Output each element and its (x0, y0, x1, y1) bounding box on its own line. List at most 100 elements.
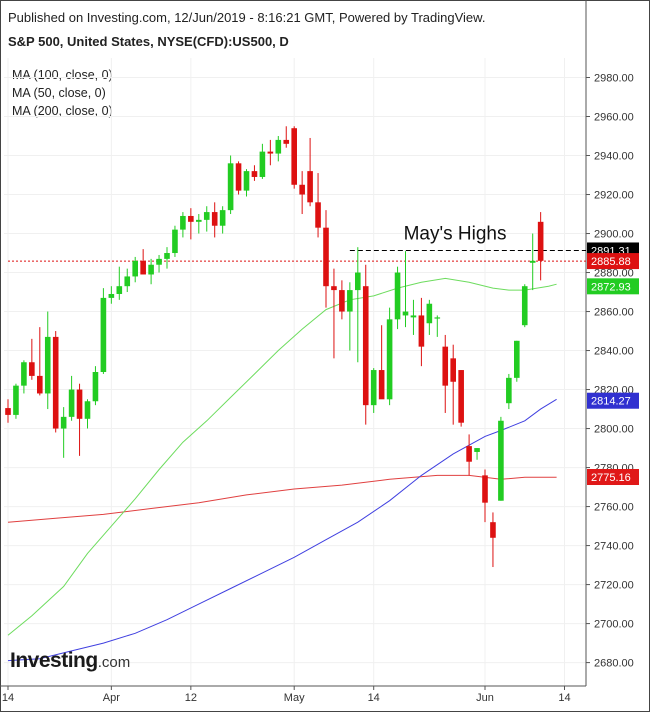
candle-body (124, 276, 131, 287)
candle-body (529, 260, 536, 263)
candle-body (180, 215, 186, 230)
x-tick-label: 12 (185, 692, 197, 704)
candle-body (506, 377, 512, 404)
candle-body (196, 219, 202, 222)
candle-body (219, 210, 226, 226)
annotation-mays-highs: May's Highs (404, 224, 507, 245)
price-tag-bg (587, 392, 639, 409)
y-tick-label: 2840.00 (594, 346, 634, 358)
reference-tag: 2891.31 (591, 245, 631, 257)
candle-body (394, 272, 401, 320)
legend-ma100: MA (100, close, 0) (12, 68, 113, 82)
candle-body (267, 151, 274, 154)
y-tick-label: 2800.00 (594, 424, 634, 436)
candle-body (355, 272, 361, 291)
y-tick-label: 2880.00 (594, 268, 634, 280)
y-tick-label: 2700.00 (594, 619, 634, 631)
candle-body (156, 258, 162, 265)
candle-body (490, 522, 496, 538)
candle-body (378, 370, 385, 400)
candle-body (283, 139, 290, 144)
symbol-title: S&P 500, United States, NYSE(CFD):US500,… (8, 34, 289, 49)
logo-suffix: .com (97, 654, 131, 671)
candle-body (5, 408, 11, 415)
candle-body (315, 202, 321, 228)
investing-logo: Investing.com (10, 649, 130, 673)
y-tick-label: 2760.00 (594, 502, 634, 514)
candle-body (164, 253, 170, 259)
candle-body (442, 346, 449, 386)
published-line: Published on Investing.com, 12/Jun/2019 … (8, 10, 486, 25)
candle-body (52, 336, 59, 429)
y-tick-label: 2940.00 (594, 151, 634, 163)
x-tick-label: 14 (558, 692, 570, 704)
candle-body (188, 215, 194, 222)
candle-body (466, 446, 472, 462)
candle-body (172, 229, 178, 254)
candle-body (426, 303, 433, 324)
price-tag: 2775.16 (591, 472, 631, 484)
candle-body (148, 264, 154, 275)
candle-body (203, 212, 210, 220)
candle-body (68, 389, 75, 417)
candle-body (227, 163, 234, 211)
candle-body (275, 139, 282, 154)
y-tick-label: 2740.00 (594, 541, 634, 553)
candle-body (331, 286, 337, 291)
y-tick-label: 2680.00 (594, 658, 634, 670)
candle-body (386, 319, 393, 400)
candle-body (410, 315, 417, 318)
price-tag-bg (587, 278, 639, 295)
x-tick-labels: 14 Apr 12 May 14 Jun 14 (2, 686, 571, 704)
candle-body (450, 358, 456, 382)
candle-body (37, 375, 43, 394)
candle-body (60, 416, 67, 429)
candle-body (243, 171, 250, 191)
candle-body (458, 370, 464, 423)
candle-body (259, 151, 266, 177)
candle-body (76, 389, 83, 419)
price-tag-bg (587, 469, 639, 486)
price-tag: 2872.93 (591, 281, 631, 293)
ma50-line (7, 277, 557, 636)
candle-body (307, 171, 313, 203)
candle-body (116, 286, 123, 294)
candle-body (84, 401, 91, 419)
candles (5, 126, 544, 568)
candle-body (235, 163, 242, 191)
candle-body (211, 212, 218, 226)
candle-body (100, 297, 107, 372)
legend-ma50: MA (50, close, 0) (12, 86, 106, 100)
y-tick-label: 2980.00 (594, 73, 634, 85)
legend-ma200: MA (200, close, 0) (12, 104, 113, 118)
candle-body (402, 311, 409, 316)
candle-body (498, 420, 504, 501)
candle-body (323, 227, 329, 287)
candle-body (362, 286, 369, 406)
candle-body (434, 317, 441, 319)
candle-body (418, 315, 425, 347)
candle-body (291, 128, 297, 185)
ma200-line (7, 474, 557, 523)
price-tag: 2814.27 (591, 396, 631, 408)
candle-body (370, 370, 377, 406)
candle-body (251, 171, 258, 177)
candle-body (140, 260, 146, 275)
y-tick-label: 2960.00 (594, 112, 634, 124)
logo-main: Investing (10, 649, 98, 672)
candle-body (482, 475, 488, 503)
candle-body (44, 336, 51, 394)
candle-body (514, 340, 520, 378)
candle-body (92, 372, 99, 402)
candle-body (108, 293, 115, 298)
y-tick-label: 2720.00 (594, 580, 634, 592)
x-tick-label: Jun (476, 692, 494, 704)
y-tick-label: 2860.00 (594, 307, 634, 319)
candle-body (521, 286, 528, 326)
candle-body (339, 290, 345, 312)
ma100-line (7, 398, 557, 662)
x-tick-label: Apr (103, 692, 120, 704)
candle-body (132, 260, 138, 277)
x-tick-label: 14 (368, 692, 380, 704)
